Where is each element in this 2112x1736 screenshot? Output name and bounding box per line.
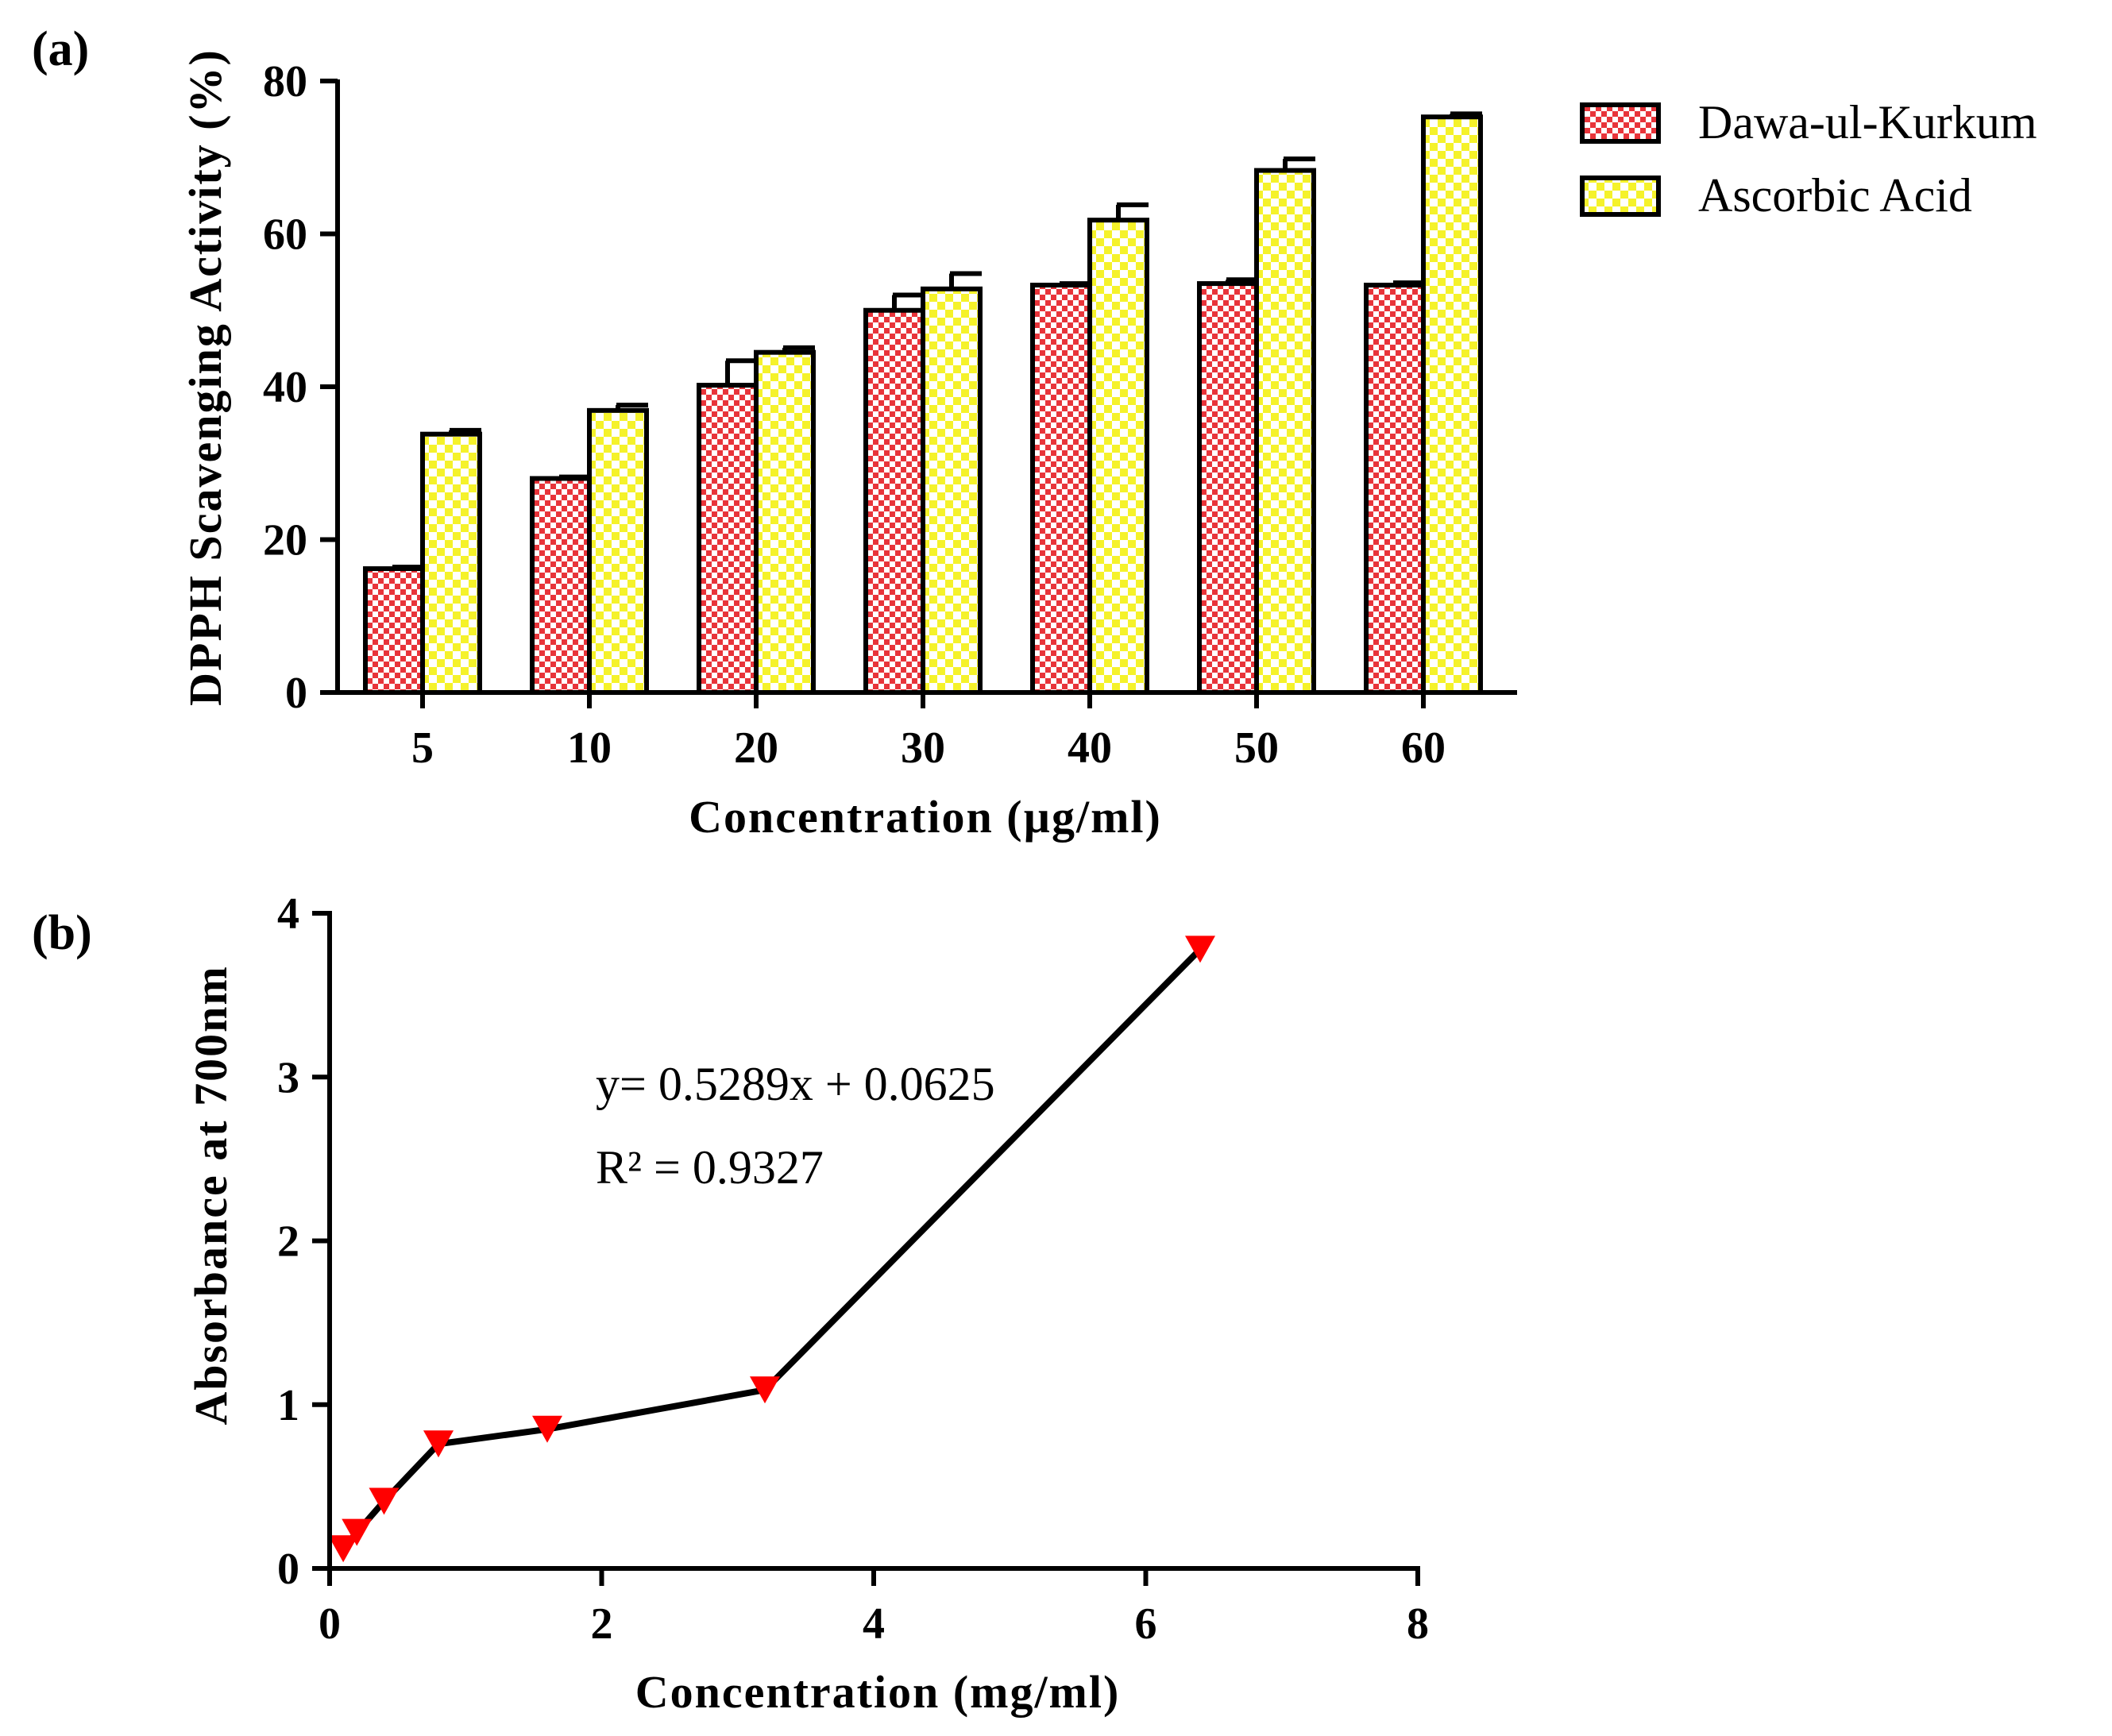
- x-tick-label: 20: [734, 723, 778, 773]
- y-tick-label: 20: [263, 516, 307, 565]
- data-point-marker: [342, 1518, 373, 1546]
- y-tick-label: 0: [277, 1545, 299, 1594]
- bar-dawa-ul-kurkum-20: [697, 383, 759, 695]
- legend-swatch-dawa-ul-kurkum: [1580, 102, 1661, 144]
- bar-ascorbic-acid-5: [420, 431, 482, 695]
- x-tick-label: 50: [1234, 723, 1279, 773]
- panel-a-x-axis-title: Concentration (µg/ml): [689, 791, 1162, 843]
- legend-swatch-ascorbic-acid: [1580, 176, 1661, 217]
- bar-dawa-ul-kurkum-50: [1197, 281, 1259, 695]
- panel-a-error-bars: [392, 111, 1482, 570]
- bar-ascorbic-acid-50: [1254, 168, 1316, 696]
- panel-b-markers: [328, 936, 1215, 1563]
- x-tick-label: 5: [411, 723, 434, 773]
- x-tick-label: 8: [1407, 1599, 1429, 1649]
- bar-ascorbic-acid-30: [921, 286, 983, 695]
- y-tick-label: 60: [263, 210, 307, 260]
- y-tick-label: 1: [277, 1381, 299, 1430]
- data-point-marker: [1185, 936, 1215, 963]
- y-tick-label: 40: [263, 363, 307, 412]
- x-tick-label: 0: [319, 1599, 341, 1649]
- data-point-marker: [532, 1415, 562, 1443]
- panel-a-y-ticks: 0 20 40 60 80: [263, 57, 338, 718]
- legend-label-dawa-ul-kurkum: Dawa-ul-Kurkum: [1698, 96, 2037, 149]
- x-tick-label: 30: [901, 723, 945, 773]
- legend-label-ascorbic-acid: Ascorbic Acid: [1698, 169, 1972, 222]
- panel-b-label: (b): [32, 906, 92, 960]
- panel-b-x-ticks: 0 2 4 6 8: [319, 1568, 1429, 1649]
- y-tick-label: 0: [285, 669, 307, 718]
- data-point-marker: [750, 1376, 780, 1404]
- panel-b-y-axis-title: Absorbance at 700nm: [185, 965, 237, 1425]
- bar-ascorbic-acid-60: [1421, 114, 1483, 696]
- bar-ascorbic-acid-40: [1087, 218, 1149, 695]
- bar-dawa-ul-kurkum-40: [1030, 282, 1092, 695]
- y-tick-label: 4: [277, 889, 299, 939]
- panel-a-label: (a): [32, 22, 89, 76]
- data-point-marker: [423, 1430, 454, 1458]
- panel-a-bar-chart: (a) 0 20 40 60 80 5 10 20 30 40 50 60 Concentratio…: [32, 22, 2037, 843]
- bar-ascorbic-acid-20: [754, 349, 816, 695]
- y-tick-label: 2: [277, 1217, 299, 1267]
- panel-b-axes: [327, 911, 1420, 1571]
- y-tick-label: 80: [263, 57, 307, 106]
- x-tick-label: 60: [1401, 723, 1446, 773]
- x-tick-label: 40: [1068, 723, 1112, 773]
- x-tick-label: 6: [1135, 1599, 1157, 1649]
- x-tick-label: 4: [863, 1599, 885, 1649]
- panel-a-y-axis-title: DPPH Scavenging Activity (%): [180, 48, 231, 706]
- data-point-marker: [328, 1535, 359, 1563]
- panel-b-y-ticks: 0 1 2 3 4: [277, 889, 330, 1594]
- bar-ascorbic-acid-10: [587, 407, 649, 696]
- panel-b-line-chart: (b) 0 1 2 3 4 0 2 4 6 8 y= 0.5289x + 0.0625 R² =…: [32, 889, 1429, 1718]
- y-tick-label: 3: [277, 1053, 299, 1102]
- r-squared-annotation: R² = 0.9327: [596, 1141, 824, 1194]
- panel-b-series-line: [341, 947, 1203, 1551]
- bar-dawa-ul-kurkum-60: [1364, 282, 1426, 695]
- x-tick-label: 10: [567, 723, 612, 773]
- bar-dawa-ul-kurkum-5: [363, 566, 425, 696]
- absorbance-line: [341, 947, 1203, 1551]
- bar-dawa-ul-kurkum-10: [530, 476, 592, 695]
- panel-b-x-axis-title: Concentration (mg/ml): [635, 1666, 1121, 1718]
- panel-a-bars: [363, 114, 1483, 696]
- panel-a-x-ticks: 5 10 20 30 40 50 60: [411, 692, 1446, 773]
- equation-annotation: y= 0.5289x + 0.0625: [596, 1058, 995, 1110]
- panel-a-legend: Dawa-ul-Kurkum Ascorbic Acid: [1580, 96, 2037, 222]
- x-tick-label: 2: [591, 1599, 613, 1649]
- bar-dawa-ul-kurkum-30: [863, 307, 925, 695]
- data-point-marker: [369, 1487, 400, 1515]
